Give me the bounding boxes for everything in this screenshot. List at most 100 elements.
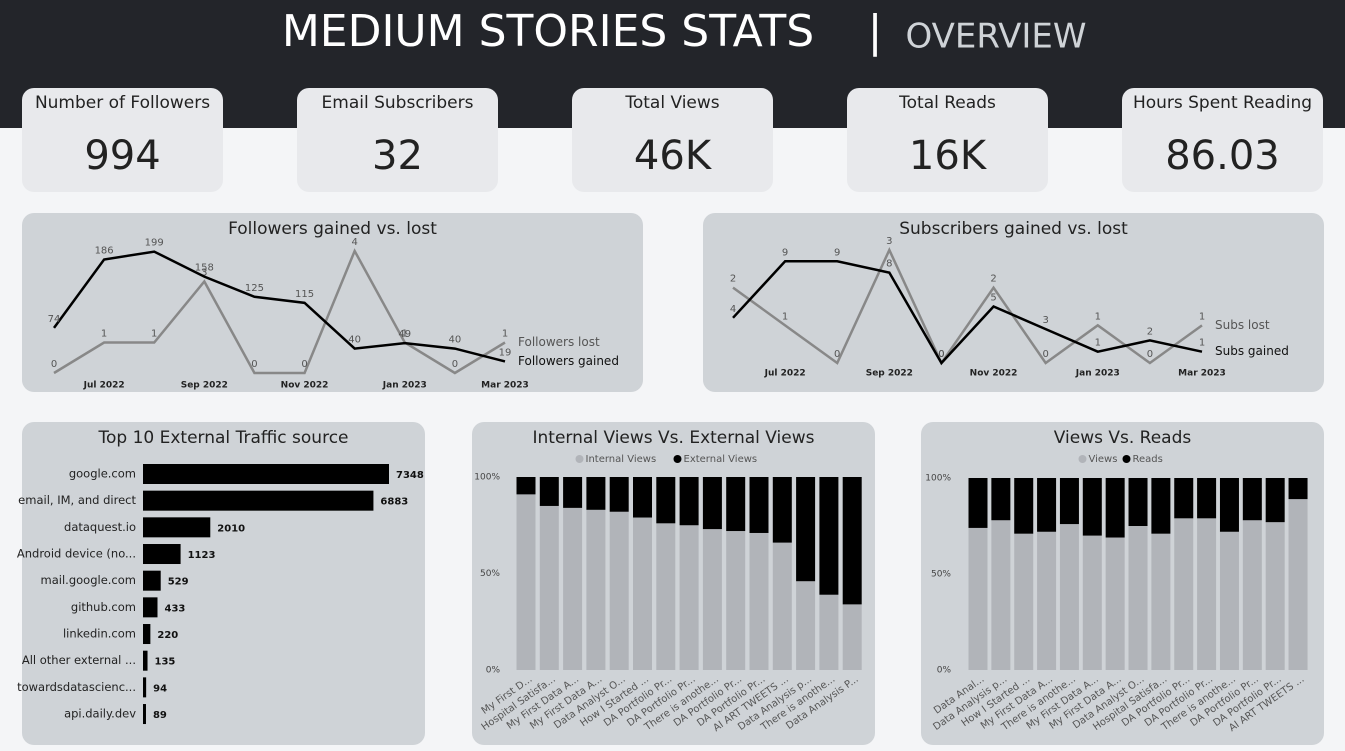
data-label: 49: [398, 329, 411, 340]
kpi-label: Number of Followers: [35, 93, 210, 113]
bar-segment: [1059, 524, 1079, 670]
bar-segment: [1014, 478, 1034, 534]
data-label: 529: [168, 577, 189, 588]
bar-segment: [539, 477, 559, 506]
chart-panel: [703, 213, 1324, 392]
data-label: 135: [155, 657, 176, 668]
data-label: 0: [938, 349, 944, 360]
chart-title: Views Vs. Reads: [1054, 428, 1192, 448]
data-label: 2: [730, 274, 736, 285]
data-label: 186: [95, 246, 114, 257]
kpi-value: 46K: [634, 133, 713, 179]
title-separator: |: [868, 6, 883, 57]
kpi-value: 32: [372, 133, 423, 179]
category-label: linkedin.com: [63, 627, 136, 641]
y-tick-label: 50%: [480, 569, 500, 579]
x-tick-label: Sep 2022: [866, 369, 913, 379]
kpi-value: 994: [84, 133, 160, 179]
bar-segment: [968, 478, 988, 528]
bar-segment: [1014, 533, 1034, 670]
data-label: 1: [402, 329, 408, 340]
data-label: 4: [730, 304, 736, 315]
data-label: 6883: [380, 497, 408, 508]
x-tick-label: Nov 2022: [970, 369, 1018, 379]
bar-segment: [563, 507, 583, 670]
data-label: 1: [1199, 311, 1205, 322]
category-label: api.daily.dev: [64, 707, 136, 721]
bar: [143, 517, 211, 538]
series-label: Subs lost: [1215, 318, 1270, 332]
bar-segment: [563, 477, 583, 508]
series-label: Followers gained: [518, 354, 619, 368]
data-label: 2: [990, 274, 996, 285]
series-line: [732, 260, 1203, 366]
x-tick-label: Mar 2023: [1178, 369, 1226, 379]
bar-segment: [1288, 499, 1308, 670]
bar-segment: [516, 477, 536, 495]
bar-segment: [679, 525, 699, 670]
legend-label: Views: [1089, 454, 1118, 465]
bar-segment: [656, 523, 676, 670]
page-subtitle: OVERVIEW: [905, 17, 1086, 57]
bar-segment: [991, 520, 1011, 670]
bar: [143, 490, 374, 511]
kpi-label: Total Reads: [898, 93, 996, 113]
bar: [143, 597, 158, 618]
bar-segment: [819, 594, 839, 670]
bar-segment: [586, 509, 606, 670]
bar-segment: [1197, 518, 1217, 670]
category-label: Android device (no...: [17, 547, 136, 561]
bar: [143, 544, 181, 565]
category-label: google.com: [69, 467, 136, 481]
bar-segment: [1265, 522, 1285, 670]
data-label: 433: [164, 603, 185, 614]
data-label: 9: [834, 247, 840, 258]
legend-marker: [1078, 455, 1087, 463]
y-tick-label: 0%: [486, 666, 501, 676]
bar-segment: [1128, 478, 1148, 526]
data-label: 1: [1095, 311, 1101, 322]
bar-segment: [842, 604, 862, 670]
bar-segment: [702, 477, 722, 530]
y-tick-label: 0%: [937, 666, 952, 676]
bar-segment: [796, 581, 816, 670]
data-label: 3: [201, 268, 207, 279]
data-label: 1: [782, 311, 788, 322]
bar-segment: [991, 478, 1011, 521]
legend-marker: [1122, 455, 1131, 463]
data-label: 2: [1147, 326, 1153, 337]
kpi-card: [847, 88, 1048, 192]
series-line: [732, 247, 1203, 366]
data-label: 1: [1095, 338, 1101, 349]
data-label: 199: [145, 238, 164, 249]
kpi-card: [1122, 88, 1323, 192]
kpi-label: Total Views: [624, 93, 719, 113]
legend-label: Internal Views: [586, 454, 657, 465]
bar-segment: [1197, 478, 1217, 519]
data-label: 1123: [188, 550, 216, 561]
series-line: [53, 248, 506, 375]
y-tick-label: 50%: [931, 570, 951, 580]
data-label: 19: [499, 347, 512, 358]
bar-segment: [726, 477, 746, 532]
bar-segment: [772, 542, 792, 670]
data-label: 0: [1147, 349, 1153, 360]
page-title: MEDIUM STORIES STATS: [282, 6, 814, 57]
series-label: Subs gained: [1215, 344, 1289, 358]
legend-marker: [575, 455, 584, 463]
chart-title: Internal Views Vs. External Views: [533, 428, 815, 448]
bar: [143, 570, 161, 591]
kpi-card: [572, 88, 773, 192]
kpi-card: [297, 88, 498, 192]
data-label: 1: [101, 329, 107, 340]
bar-segment: [1082, 478, 1102, 536]
bar-segment: [749, 477, 769, 533]
chart-title: Followers gained vs. lost: [228, 219, 437, 239]
kpi-value: 86.03: [1165, 133, 1280, 179]
kpi-label: Email Subscribers: [322, 93, 474, 113]
bar-segment: [1174, 518, 1194, 670]
bar-segment: [1265, 478, 1285, 523]
bar-segment: [1219, 478, 1239, 532]
y-tick-label: 100%: [925, 474, 951, 484]
